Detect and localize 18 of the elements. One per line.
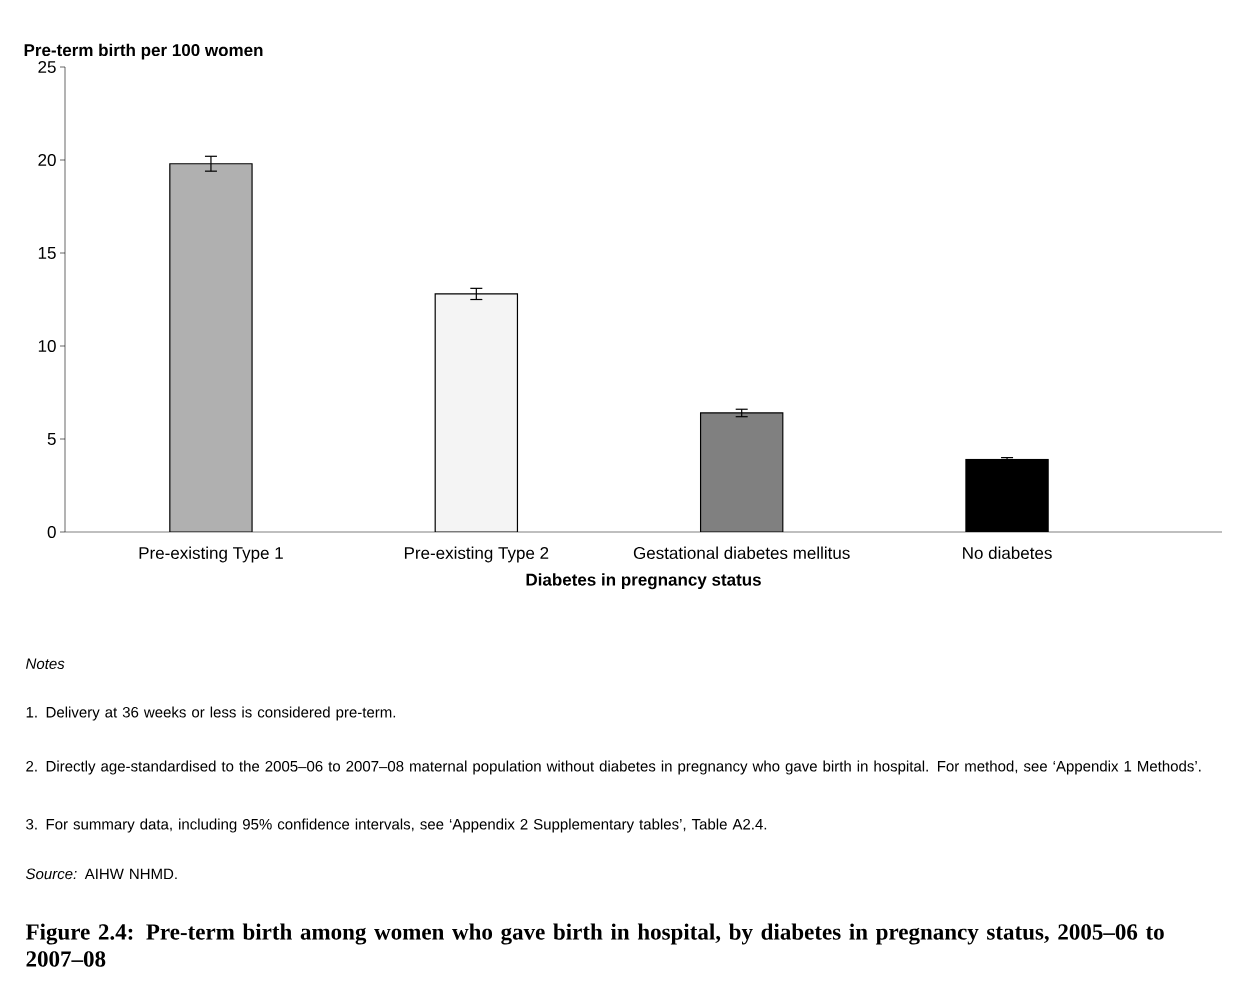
x-tick-label: No diabetes [963,546,1052,560]
x-tick-label: Gestational diabetes mellitus [633,546,850,560]
y-tick-label: 15 [38,247,56,259]
y-tick-label: 5 [47,433,56,445]
text: 3. For summary data, including 95% confidence intervals, see ‘Appendix 2 Supplementary tables’, Table A2.4. [26,818,767,833]
x-axis-title: Diabetes in pregnancy status [526,573,761,590]
text: Notes [25,658,65,669]
y-tick-label: 20 [38,153,56,167]
text: Source: AIHW NHMD. [25,868,177,880]
text: 2. Directly age-standardised to the 2005–06 to 2007–08 maternal population without diabetes in pregnancy who gave birth in hospital. For method, see ‘Appendix 1 Methods’. [26,760,1201,775]
text: Figure 2.4: Pre-term birth among women who gave birth in hospital, by diabetes in pregnancy status, 2005–06 to 2007–08 [25,923,1164,967]
y-tick-label: 10 [38,339,56,353]
text: 1. Delivery at 36 weeks or less is considered pre-term. [26,706,396,721]
y-axis-title: Pre-term birth per 100 women [24,43,263,60]
y-tick-label: 25 [38,60,56,74]
x-tick-label: Pre-existing Type 2 [404,546,549,563]
x-tick-label: Pre-existing Type 1 [139,546,283,563]
y-tick-label: 0 [47,525,56,539]
